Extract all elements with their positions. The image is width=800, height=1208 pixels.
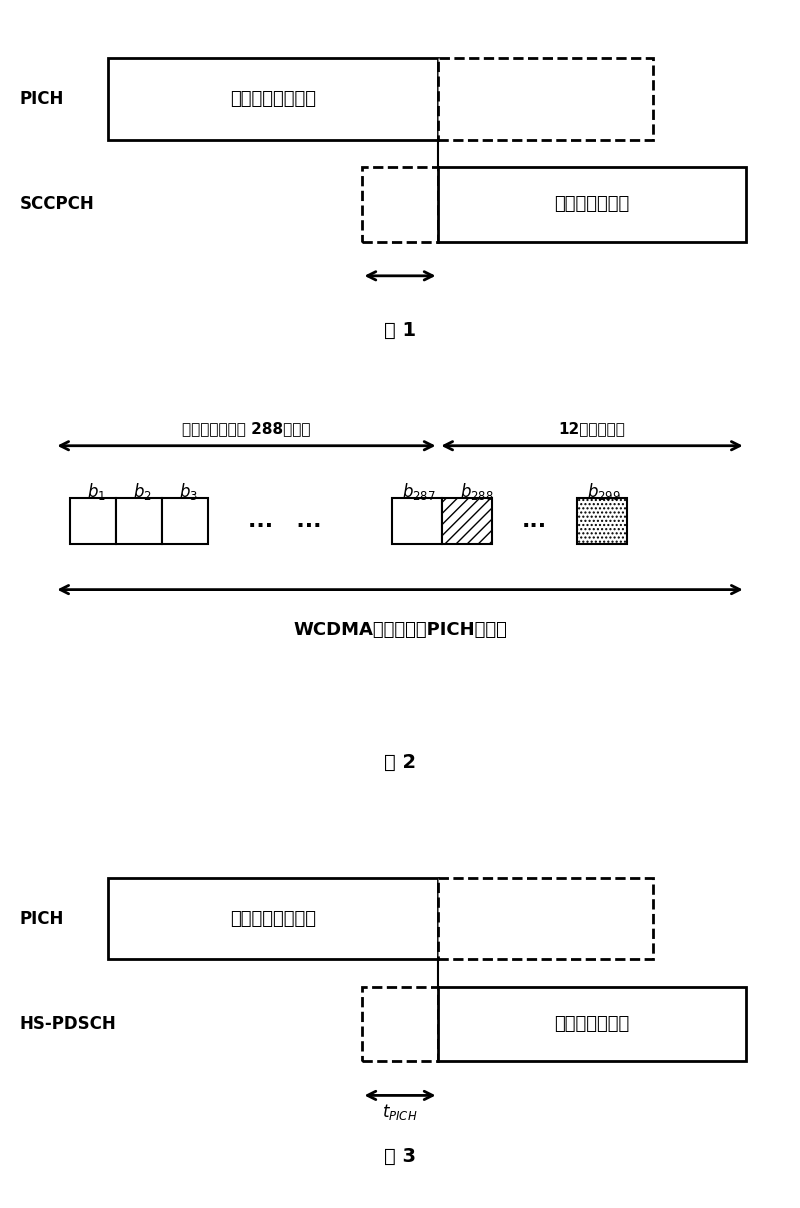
Bar xyxy=(442,498,492,544)
Bar xyxy=(392,498,442,544)
Text: 图 1: 图 1 xyxy=(384,321,416,339)
Bar xyxy=(108,58,438,140)
Bar xyxy=(438,58,654,140)
Bar xyxy=(438,878,654,959)
Text: $b_1$: $b_1$ xyxy=(87,481,106,503)
Text: WCDMA现有技术中PICH帧结构: WCDMA现有技术中PICH帧结构 xyxy=(293,621,507,639)
Text: PICH: PICH xyxy=(20,89,64,108)
Text: 图 2: 图 2 xyxy=(384,753,416,772)
Text: SCCPCH: SCCPCH xyxy=(20,196,94,214)
Bar xyxy=(438,987,746,1062)
Text: $t_{PICH}$: $t_{PICH}$ xyxy=(382,1103,418,1122)
Text: 图 3: 图 3 xyxy=(384,1148,416,1166)
Bar xyxy=(362,167,438,242)
Text: HS-PDSCH: HS-PDSCH xyxy=(20,1015,117,1033)
Text: 用于寻呼指示的 288个比特: 用于寻呼指示的 288个比特 xyxy=(182,420,310,436)
Text: 包含寻呼指示的帧: 包含寻呼指示的帧 xyxy=(230,910,316,928)
Text: 包含寻呼指示的帧: 包含寻呼指示的帧 xyxy=(230,89,316,108)
Text: PICH: PICH xyxy=(20,910,64,928)
Bar xyxy=(108,878,438,959)
Text: $b_{288}$: $b_{288}$ xyxy=(460,481,494,503)
Bar xyxy=(162,498,208,544)
Text: ...   ...: ... ... xyxy=(248,511,322,530)
Text: ...: ... xyxy=(522,511,547,530)
Text: $b_2$: $b_2$ xyxy=(134,481,152,503)
Bar xyxy=(116,498,162,544)
Text: 寻呼消息内容帧: 寻呼消息内容帧 xyxy=(554,196,630,214)
Text: 12个预留比特: 12个预留比特 xyxy=(558,420,626,436)
Bar xyxy=(438,167,746,242)
Bar xyxy=(362,987,438,1062)
Text: $b_{299}$: $b_{299}$ xyxy=(586,481,621,503)
Text: $b_3$: $b_3$ xyxy=(179,481,198,503)
Bar xyxy=(577,498,626,544)
Bar xyxy=(70,498,116,544)
Text: $b_{287}$: $b_{287}$ xyxy=(402,481,436,503)
Text: 寻呼消息内容帧: 寻呼消息内容帧 xyxy=(554,1015,630,1033)
